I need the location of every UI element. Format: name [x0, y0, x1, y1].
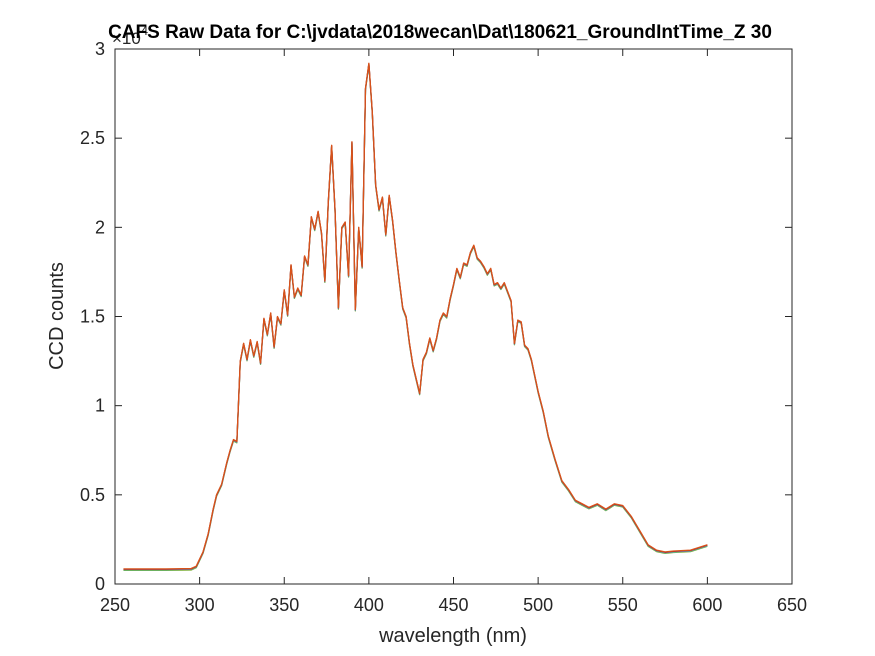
x-axis-label: wavelength (nm): [378, 625, 527, 647]
x-tick-label: 450: [438, 595, 468, 615]
y-tick-label: 1.5: [80, 307, 105, 327]
series-lines: [123, 62, 708, 571]
y-tick-label: 3: [95, 39, 105, 59]
x-tick-label: 250: [100, 595, 130, 615]
y-tick-label: 0.5: [80, 485, 105, 505]
plot-area: [114, 48, 793, 585]
x-tick-label: 600: [692, 595, 722, 615]
y-tick-label: 0: [95, 574, 105, 594]
y-axis-label: CCD counts: [46, 262, 68, 370]
y-axis-ticks: 0 0.5 1 1.5 2 2.5 3: [80, 39, 792, 594]
y-exponent-label: ×104: [112, 23, 148, 48]
x-tick-label: 650: [777, 595, 807, 615]
x-axis-ticks: 250 300 350 400 450 500 550 600 650: [100, 49, 807, 615]
x-tick-label: 400: [354, 595, 384, 615]
y-tick-label: 1: [95, 396, 105, 416]
y-tick-label: 2.5: [80, 128, 105, 148]
y-tick-label: 2: [95, 217, 105, 237]
x-tick-label: 500: [523, 595, 553, 615]
x-tick-label: 550: [608, 595, 638, 615]
chart-title: CAFS Raw Data for C:\jvdata\2018wecan\Da…: [108, 22, 772, 43]
x-tick-label: 300: [185, 595, 215, 615]
x-tick-label: 350: [269, 595, 299, 615]
series-line: [123, 62, 708, 570]
